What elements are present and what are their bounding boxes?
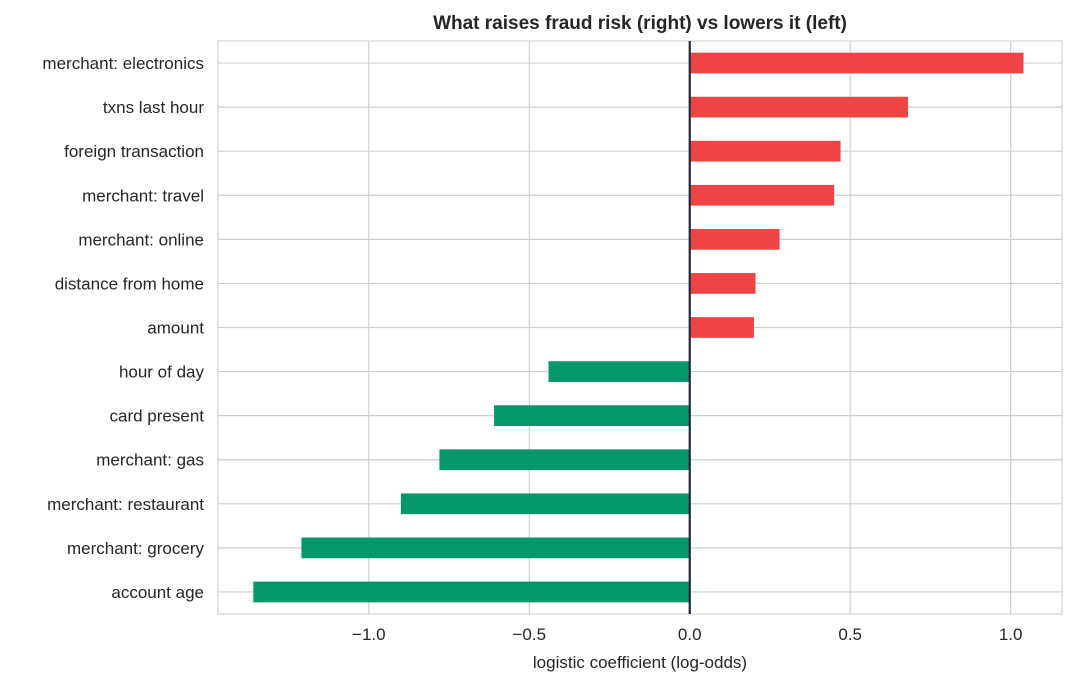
x-tick-labels: −1.0 −0.5 0.0 0.5 1.0 <box>352 625 1022 644</box>
bar-merchant-restaurant <box>400 493 690 515</box>
grid-lines <box>217 40 1063 615</box>
y-tick-label: merchant: online <box>78 230 204 249</box>
y-tick-label: merchant: restaurant <box>47 495 204 514</box>
x-tick-label: 0.0 <box>678 625 702 644</box>
y-tick-label: foreign transaction <box>64 142 204 161</box>
bar-card-present <box>493 405 690 427</box>
y-tick-label: merchant: electronics <box>42 54 204 73</box>
bar-merchant-electronics <box>689 52 1024 74</box>
y-tick-label: merchant: gas <box>96 451 204 470</box>
y-tick-label: merchant: grocery <box>67 539 204 558</box>
x-tick-label: 0.5 <box>838 625 862 644</box>
y-tick-label: card present <box>110 407 205 426</box>
bar-distance-from-home <box>689 273 756 294</box>
x-tick-label: −0.5 <box>513 625 547 644</box>
bar-account-age <box>253 581 690 603</box>
x-tick-label: 1.0 <box>999 625 1023 644</box>
y-tick-label: amount <box>147 319 204 338</box>
bar-txns-last-hour <box>689 96 908 118</box>
y-tick-label: merchant: travel <box>82 186 204 205</box>
y-tick-label: txns last hour <box>103 98 204 117</box>
bars <box>253 52 1024 603</box>
bar-foreign-transaction <box>689 140 841 162</box>
x-tick-label: −1.0 <box>352 625 386 644</box>
bar-hour-of-day <box>548 361 690 382</box>
x-axis-label: logistic coefficient (log-odds) <box>533 653 747 672</box>
y-tick-label: hour of day <box>119 363 205 382</box>
bar-amount <box>689 317 754 338</box>
bar-merchant-online <box>689 228 780 250</box>
y-tick-labels: merchant: electronics txns last hour forei… <box>42 54 204 602</box>
bar-merchant-travel <box>689 184 835 206</box>
bar-merchant-gas <box>439 449 690 471</box>
y-tick-label: distance from home <box>55 274 204 293</box>
y-tick-label: account age <box>111 583 204 602</box>
chart-title: What raises fraud risk (right) vs lowers… <box>433 13 847 34</box>
bar-merchant-grocery <box>301 537 690 559</box>
